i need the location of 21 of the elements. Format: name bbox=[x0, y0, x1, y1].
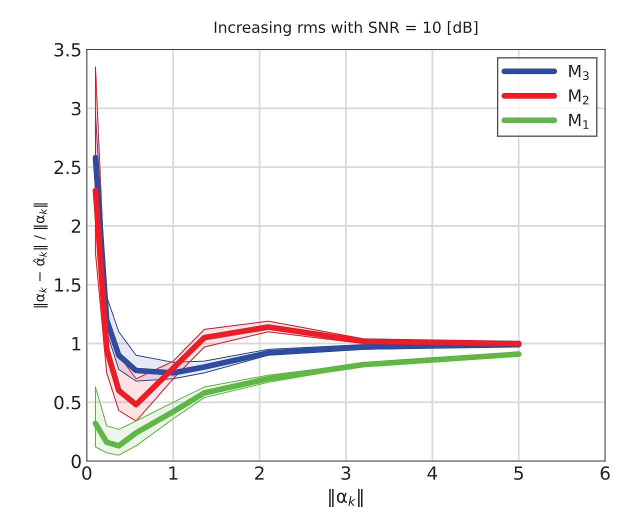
legend-label: M$_{2}$ bbox=[569, 89, 588, 104]
y-tick-label: 0.5 bbox=[54, 396, 80, 410]
chart-title: Increasing rms with SNR = 10 [dB] bbox=[214, 21, 478, 36]
y-tick-label: 2.5 bbox=[54, 160, 80, 174]
y-tick-label: 1 bbox=[72, 337, 80, 350]
x-tick-label: 0 bbox=[82, 466, 92, 480]
x-tick-label: 1 bbox=[169, 466, 178, 480]
y-tick-label: 1.5 bbox=[55, 278, 80, 292]
x-tick-label: 3 bbox=[342, 466, 350, 480]
x-tick-label: 4 bbox=[427, 466, 438, 480]
legend-label: M$_{1}$ bbox=[569, 114, 589, 129]
y-axis-title: ‖α$_{k}$ − α̂$_{k}$‖ / ‖α$_{k}$‖ bbox=[33, 203, 48, 308]
x-tick-label: 6 bbox=[600, 466, 610, 480]
x-tick-label: 5 bbox=[514, 466, 523, 480]
y-tick-label: 3 bbox=[72, 102, 80, 116]
y-tick-label: 3.5 bbox=[54, 42, 80, 57]
x-tick-label: 2 bbox=[255, 466, 264, 480]
y-tick-label: 0 bbox=[72, 454, 81, 468]
legend-label: M$_{3}$ bbox=[569, 64, 589, 80]
x-axis-title: ‖α$_{k}$‖ bbox=[329, 488, 363, 508]
y-tick-label: 2 bbox=[72, 219, 80, 233]
